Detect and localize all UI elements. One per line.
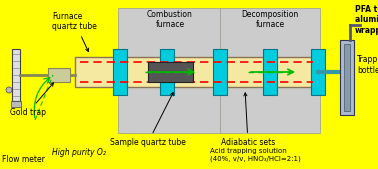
Bar [340, 40, 354, 115]
Text: Combustion
furnace: Combustion furnace [147, 10, 193, 29]
Text: Furnace
quartz tube: Furnace quartz tube [52, 12, 97, 52]
Text: Decomposition
furnace: Decomposition furnace [242, 10, 299, 29]
Bar [311, 49, 325, 95]
Bar [118, 8, 220, 133]
Text: High purity O₂: High purity O₂ [52, 148, 106, 157]
Bar [75, 57, 318, 87]
Text: Acid trapping solution
(40%, v/v, HNO₃/HCl=2:1): Acid trapping solution (40%, v/v, HNO₃/H… [210, 148, 301, 162]
Text: PFA tube with
aluminum foil
wrapping: PFA tube with aluminum foil wrapping [355, 5, 378, 35]
Bar [11, 101, 21, 107]
Text: Flow meter: Flow meter [2, 155, 45, 164]
Bar [220, 8, 320, 133]
Bar [113, 49, 127, 95]
Bar [213, 49, 227, 95]
Bar [12, 49, 20, 101]
Text: Sample quartz tube: Sample quartz tube [110, 92, 186, 147]
Bar [160, 49, 174, 95]
Bar [263, 49, 277, 95]
Bar [48, 68, 70, 82]
Text: Trapping
bottle: Trapping bottle [357, 55, 378, 75]
Text: Adiabatic sets: Adiabatic sets [221, 93, 275, 147]
Circle shape [6, 87, 12, 93]
Bar [344, 44, 350, 111]
Text: Gold trap: Gold trap [10, 83, 53, 117]
Bar [148, 62, 193, 82]
